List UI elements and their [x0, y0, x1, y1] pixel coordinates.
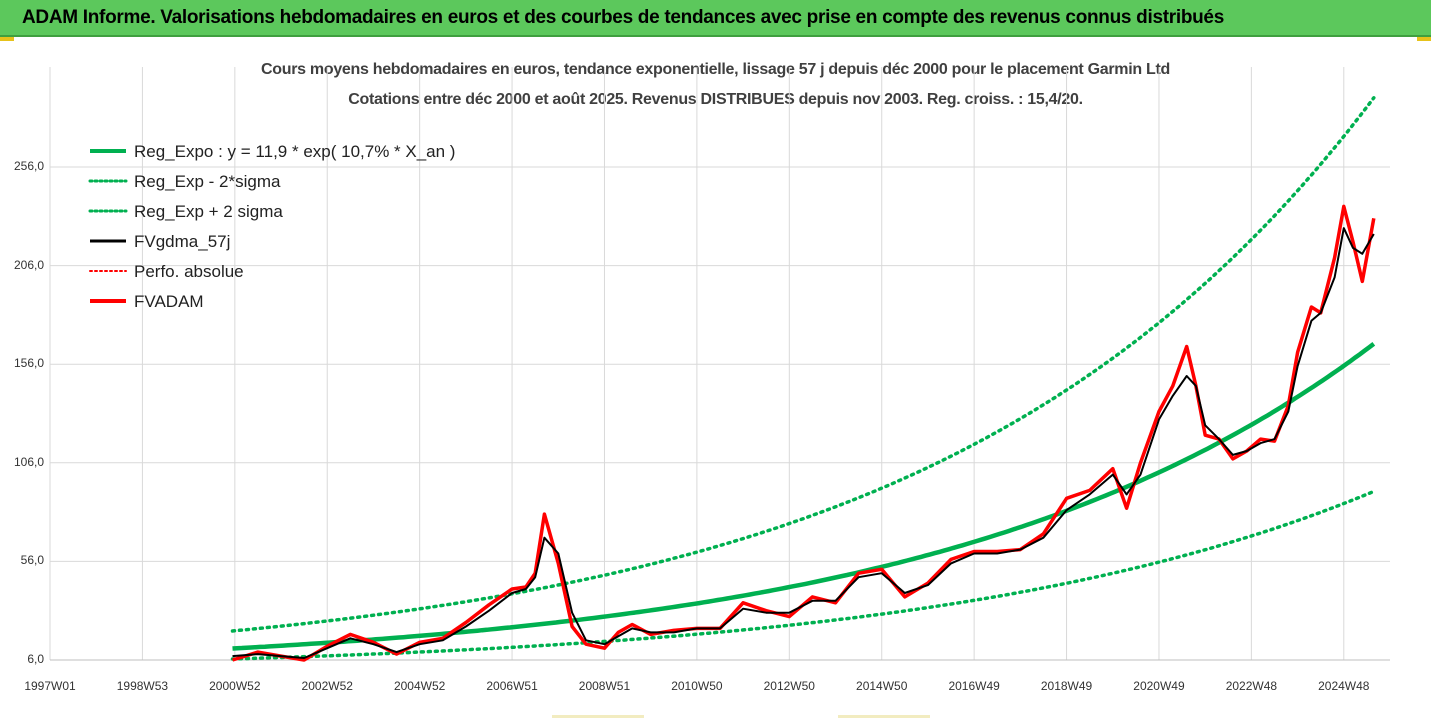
x-tick-label: 1998W53 — [116, 679, 169, 693]
chart-title-line2: Cotations entre déc 2000 et août 2025. R… — [348, 91, 1083, 108]
chart-legend: Reg_Expo : y = 11,9 * exp( 10,7% * X_an … — [88, 139, 508, 319]
corner-marker-left — [0, 37, 14, 41]
x-tick-label: 2022W48 — [1225, 679, 1278, 693]
x-tick-label: 2016W49 — [948, 679, 1000, 693]
x-tick-label: 2010W50 — [671, 679, 723, 693]
legend-item-fvgdma: FVgdma_57j — [88, 229, 508, 259]
fvadam-line — [231, 204, 1376, 662]
y-tick-label: 56,0 — [20, 553, 44, 568]
footer-tab-left — [552, 715, 644, 718]
legend-label: FVgdma_57j — [134, 232, 231, 251]
chart-title-line1: Cours moyens hebdomadaires en euros, ten… — [261, 61, 1170, 78]
report-header: ADAM Informe. Valorisations hebdomadaire… — [0, 0, 1431, 37]
reg-lower-line — [230, 489, 1376, 661]
reg-upper-line — [230, 96, 1376, 633]
legend-item-fvadam: FVADAM — [88, 289, 508, 319]
y-tick-label: 156,0 — [13, 356, 44, 371]
legend-item-perfo: Perfo. absolue — [88, 259, 508, 289]
legend-label: FVADAM — [134, 292, 204, 311]
legend-label: Reg_Exp + 2 sigma — [134, 202, 283, 221]
y-tick-label: 6,0 — [27, 652, 44, 666]
x-tick-label: 2006W51 — [486, 679, 538, 693]
x-tick-label: 2014W50 — [856, 679, 908, 693]
x-tick-label: 2000W52 — [209, 679, 261, 693]
legend-label: Perfo. absolue — [134, 262, 244, 281]
legend-item-reg-plus: Reg_Exp + 2 sigma — [88, 199, 508, 229]
legend-label: Reg_Exp - 2*sigma — [134, 172, 281, 191]
x-tick-label: 1997W01 — [24, 679, 76, 693]
y-tick-label: 206,0 — [13, 257, 44, 272]
x-tick-label: 2024W48 — [1318, 679, 1370, 693]
x-tick-label: 2020W49 — [1133, 679, 1185, 693]
legend-item-reg-minus: Reg_Exp - 2*sigma — [88, 169, 508, 199]
corner-marker-right — [1417, 37, 1431, 41]
fvgdma-line — [232, 227, 1375, 659]
x-tick-label: 2012W50 — [763, 679, 815, 693]
y-tick-label: 256,0 — [13, 159, 44, 173]
reg-expo-line — [232, 342, 1376, 651]
report-title: ADAM Informe. Valorisations hebdomadaire… — [22, 7, 1224, 28]
legend-label: Reg_Expo : y = 11,9 * exp( 10,7% * X_an … — [134, 142, 456, 161]
x-tick-label: 2002W52 — [301, 679, 353, 693]
legend-item-reg-expo: Reg_Expo : y = 11,9 * exp( 10,7% * X_an … — [88, 139, 508, 169]
y-tick-label: 106,0 — [13, 454, 44, 469]
x-tick-label: 2018W49 — [1040, 679, 1093, 693]
x-tick-label: 2008W51 — [578, 679, 631, 693]
footer-tab-right — [838, 715, 930, 718]
x-tick-label: 2004W52 — [393, 679, 446, 693]
chart-area: Cours moyens hebdomadaires en euros, ten… — [0, 39, 1431, 718]
